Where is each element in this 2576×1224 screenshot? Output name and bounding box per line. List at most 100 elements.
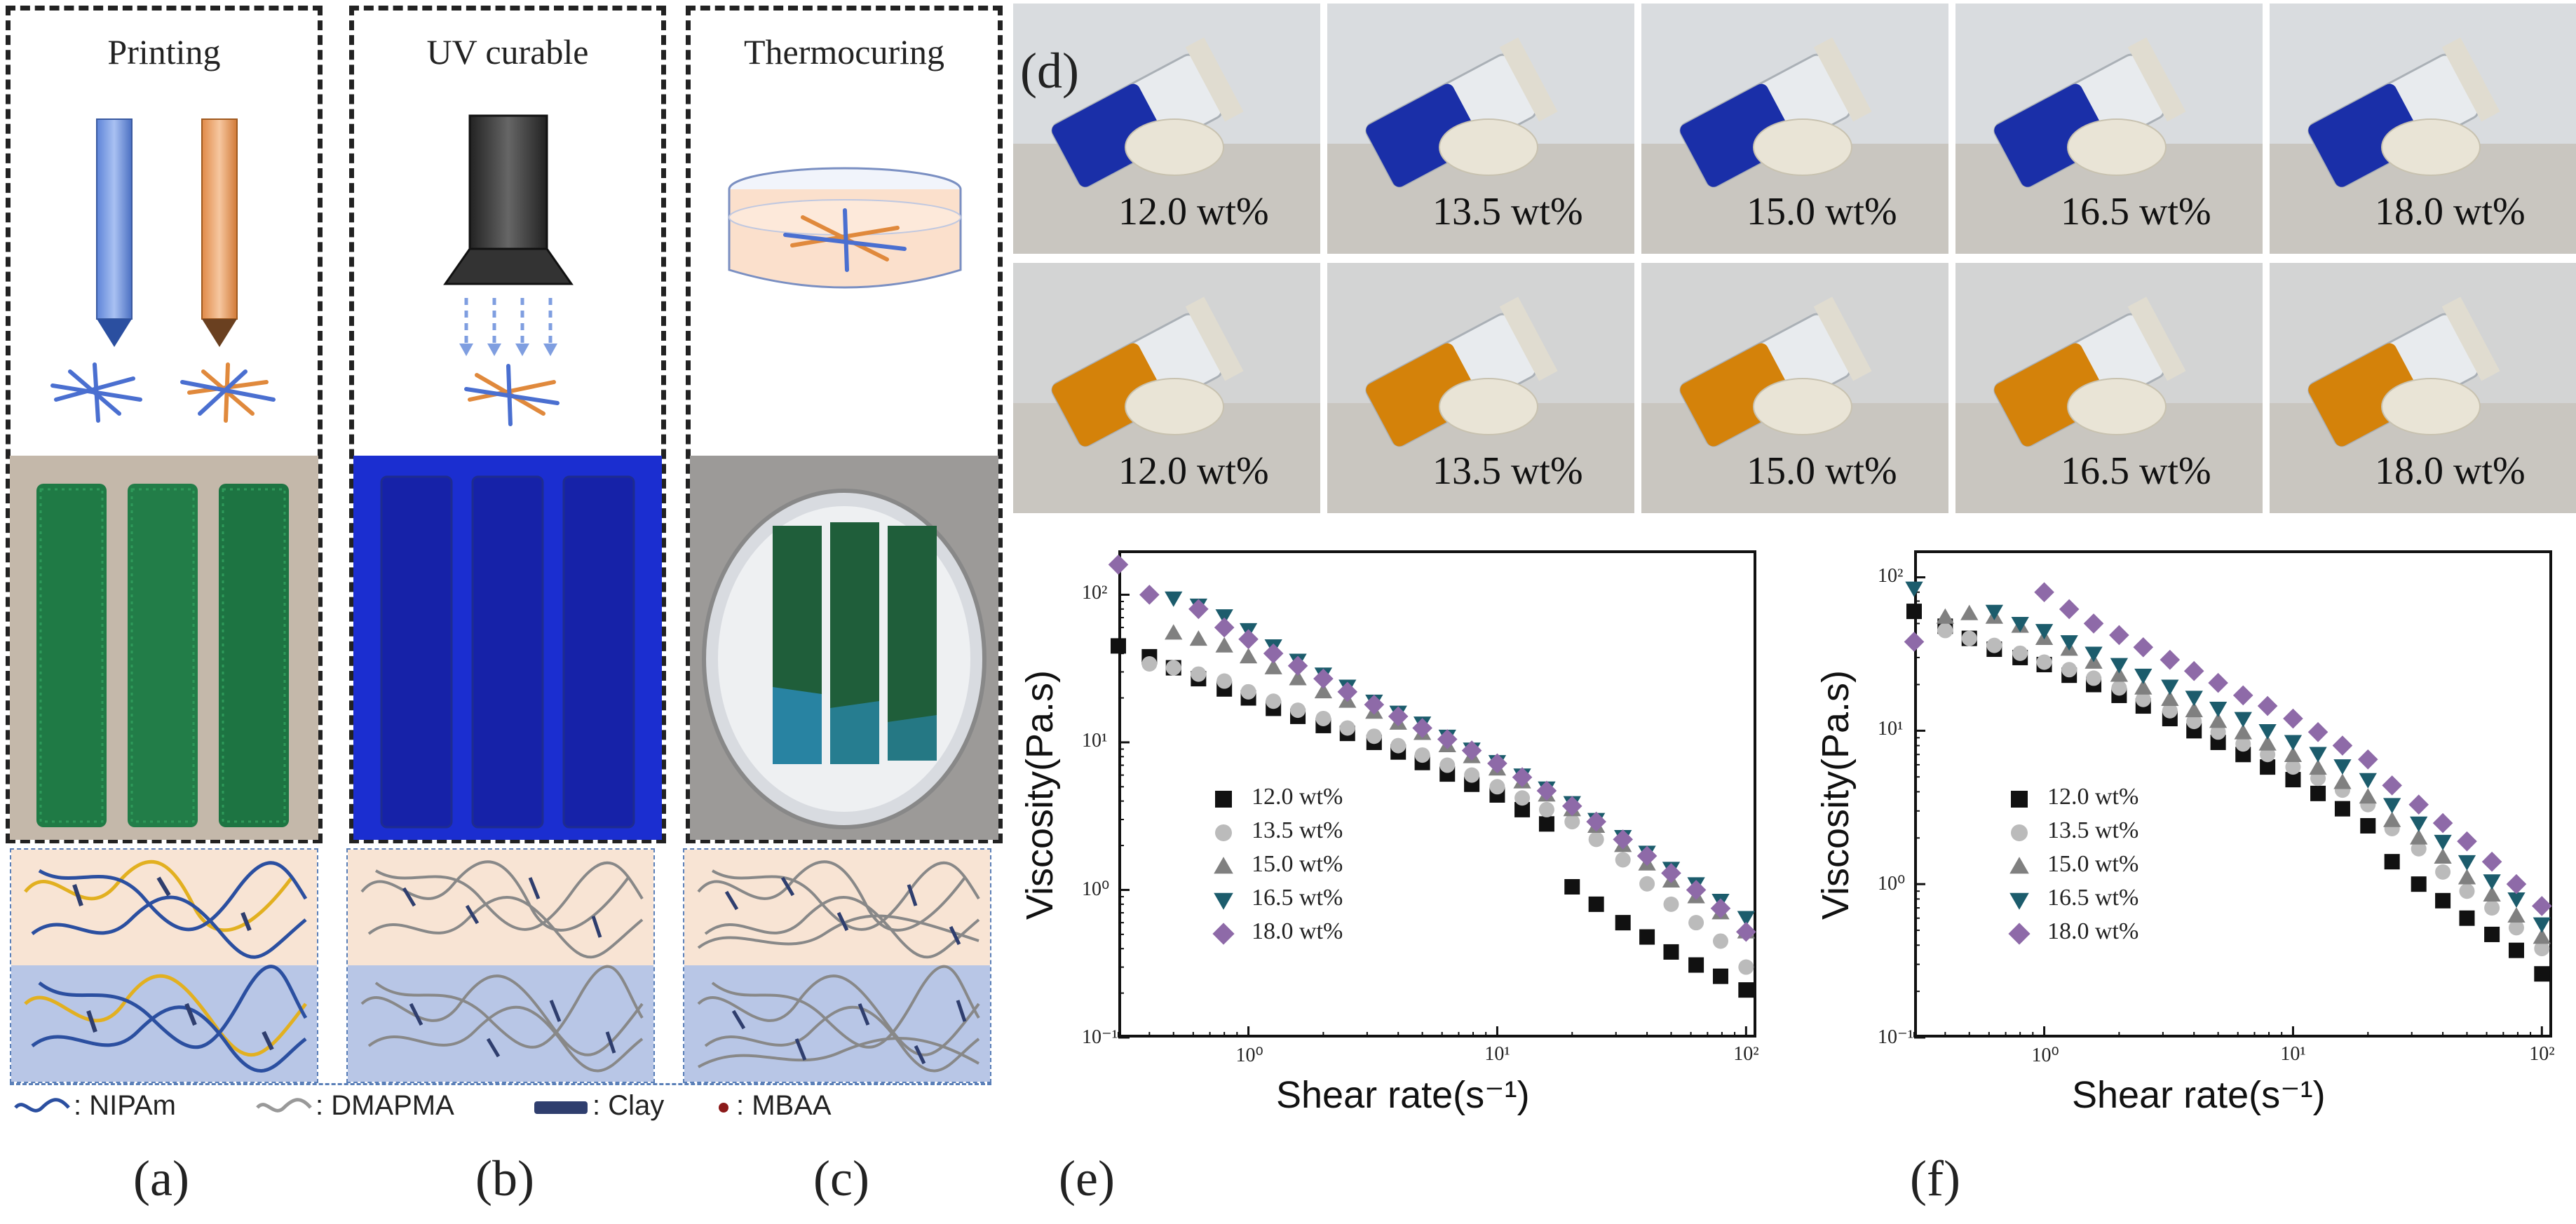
x-tick-label-f-0: 10⁰ [2031,1045,2059,1066]
point-f-s3-13 [2284,735,2303,751]
legend-label-f-1: 13.5 wt% [2047,817,2139,843]
point-e-s1-4 [1240,684,1256,700]
point-e-s4-11 [1412,718,1432,738]
panel-a-title: Printing [107,32,221,72]
point-f-s1-19 [2411,841,2427,857]
vial-photo-orange-2 [1641,263,1948,513]
x-axis-title-f: Shear rate(s⁻¹) [2072,1074,2326,1116]
uv-lamp-illustration [443,114,574,426]
legend-dmapma-icon [256,1098,312,1113]
legend-label-f-3: 16.5 wt% [2047,885,2139,911]
point-f-s3-16 [2359,773,2377,789]
point-f-s3-11 [2234,712,2252,728]
point-e-s1-21 [1663,896,1679,912]
point-e-s4-24 [1736,921,1756,942]
x-tick-label-e-0: 10⁰ [1235,1045,1263,1066]
point-f-s4-4 [2109,625,2129,646]
point-f-s2-11 [2209,712,2228,728]
point-f-s3-5 [2084,646,2103,662]
point-f-s0-14 [2260,759,2276,775]
point-f-s0-21 [2435,892,2451,909]
uv-cured-gel-photo [353,456,662,840]
vial-photo-blue-1 [1327,4,1634,254]
point-f-s1-6 [2086,670,2102,686]
point-f-s1-7 [2111,680,2127,696]
point-f-s1-4 [2036,654,2052,670]
point-f-s1-2 [1986,637,2002,653]
point-f-s2-1 [1960,604,1979,620]
point-f-s2-0 [1936,608,1954,624]
point-f-s4-8 [2208,672,2228,693]
point-e-s2-0 [1165,624,1183,640]
vial-photo-orange-1 [1327,263,1634,513]
point-e-s0-20 [1615,915,1631,931]
point-f-s0-22 [2459,910,2475,926]
blue-nozzle-icon [96,118,133,347]
point-e-s4-22 [1686,880,1707,900]
point-f-s3-1 [1985,604,2003,620]
point-e-s1-12 [1439,757,1456,773]
vial-label-orange-3: 16.5 wt% [2061,449,2211,493]
point-f-s1-0 [1937,623,1953,639]
point-e-s1-23 [1712,933,1728,949]
legend-marker-f-2 [2009,857,2029,874]
legend-marker-f-4 [2008,923,2031,945]
point-e-s1-11 [1414,747,1430,763]
legend-label-f-0: 12.0 wt% [2047,784,2139,810]
point-f-s4-7 [2183,660,2204,681]
point-e-s0-23 [1688,957,1704,973]
point-f-s3-17 [2383,798,2401,814]
point-f-s1-1 [1961,630,1977,646]
point-e-s4-17 [1561,796,1582,817]
point-e-s4-21 [1661,863,1681,883]
legend-label-f-4: 18.0 wt% [2047,918,2139,944]
point-f-s1-12 [2235,736,2251,752]
point-f-s2-14 [2284,746,2303,762]
point-f-s4-2 [2059,599,2080,620]
point-f-s4-10 [2257,695,2278,716]
point-f-s3-9 [2185,691,2203,707]
point-f-s1-24 [2534,941,2550,957]
x-tick-label-f-2: 10² [2529,1043,2555,1065]
point-e-s4-8 [1337,681,1358,702]
point-e-s2-4 [1264,658,1282,674]
point-e-s4-6 [1287,655,1308,676]
point-f-s1-8 [2135,691,2151,707]
point-f-s0-20 [2411,876,2427,892]
point-e-s1-16 [1538,801,1554,817]
point-f-s3-3 [2035,624,2054,640]
point-e-s4-23 [1710,898,1731,919]
panel-c-letter: (c) [813,1150,869,1206]
point-f-s1-5 [2061,662,2077,678]
point-e-s1-6 [1290,702,1306,719]
point-f-s2-17 [2359,788,2377,804]
point-f-s3-15 [2333,759,2352,775]
x-axis-title-e: Shear rate(s⁻¹) [1276,1074,1530,1116]
legend-nipam-label: : NIPAm [74,1090,176,1121]
point-e-s0-18 [1564,878,1580,895]
point-e-s1-3 [1216,673,1233,689]
point-f-s0-24 [2508,942,2524,958]
point-f-s3-6 [2110,658,2129,674]
point-e-s1-22 [1688,915,1704,931]
point-e-s4-7 [1313,668,1334,689]
point-e-s3-2 [1215,609,1233,625]
point-e-s1-10 [1390,737,1406,754]
point-f-s0-23 [2484,926,2500,942]
point-f-s4-17 [2432,812,2453,834]
y-tick-label-f-2: 10¹ [1878,718,1904,740]
point-f-s2-7 [2110,666,2129,682]
legend-mbaa-label: : MBAA [736,1090,832,1121]
point-e-s1-2 [1191,666,1207,682]
point-f-s2-15 [2309,759,2327,775]
legend-marker-f-3 [2009,892,2029,910]
legend-marker-e-2 [1214,857,1233,874]
vial-label-blue-1: 13.5 wt% [1432,190,1583,233]
panel-a-frame [6,6,323,843]
point-f-s4-16 [2408,794,2429,815]
vial-photo-blue-0 [1013,4,1320,254]
point-f-s4-6 [2160,649,2181,670]
point-e-s2-1 [1189,630,1207,646]
point-f-s1-22 [2484,900,2500,916]
point-f-s3-23 [2533,917,2551,933]
